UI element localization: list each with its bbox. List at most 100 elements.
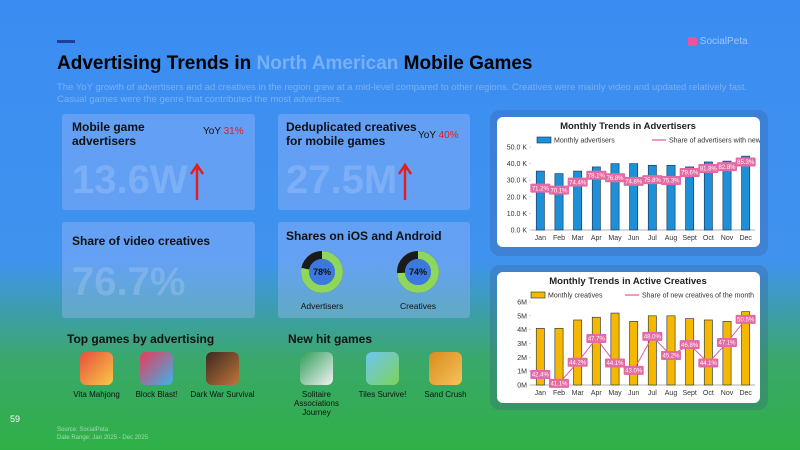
bar: [685, 166, 695, 231]
title-text: Mobile Games: [403, 53, 533, 74]
bar: [685, 318, 695, 386]
x-tick-label: May: [608, 390, 622, 397]
x-tick-label: Sept: [682, 390, 696, 397]
donut-name: Advertisers: [301, 301, 344, 311]
x-tick-label: Oct: [703, 235, 714, 242]
yoy-value: 31%: [223, 126, 244, 137]
yoy-label: YoY: [418, 130, 436, 141]
data-label: 44.1%: [700, 361, 718, 367]
bar: [535, 327, 545, 386]
bar: [573, 319, 583, 386]
x-tick-label: Mar: [572, 390, 585, 397]
bar: [647, 164, 657, 231]
bar: [722, 160, 732, 231]
data-label-bg: [642, 331, 663, 341]
data-label-bg: [586, 333, 607, 343]
bar: [573, 170, 583, 231]
bar: [591, 166, 601, 231]
accent: [57, 40, 75, 43]
y-tick-label: 20.0 K: [507, 194, 528, 201]
bar: [554, 173, 564, 231]
donut-arc: [397, 251, 439, 293]
chart: Monthly Trends in Advertisers 0.0 K 10.0 K…: [507, 121, 792, 242]
card-title: Share of video creatives: [72, 234, 211, 248]
data-label-bg: [679, 340, 700, 350]
game-name: Sand Crush: [424, 390, 467, 399]
logo-icon: [688, 36, 697, 46]
up-arrow: [398, 162, 412, 200]
data-label-bg: [698, 358, 719, 368]
card-value: 13.6W: [72, 158, 188, 202]
legend-swatch: [536, 136, 552, 144]
y-tick-label: 50.0 K: [507, 145, 528, 152]
legend-label: Monthly creatives: [548, 293, 603, 300]
data-label-bg: [698, 163, 719, 173]
data-label: 82.8%: [718, 165, 736, 171]
page-number: 59: [10, 414, 21, 424]
x-tick-label: Nov: [721, 390, 734, 397]
game-name: Block Blast!: [135, 390, 178, 399]
card: Shares on iOS and Android 78% Advertisers…: [278, 222, 470, 318]
x-tick-label: Dec: [739, 235, 752, 242]
bar: [591, 316, 601, 386]
y-tick-label: 6M: [517, 300, 527, 307]
data-label: 47.1%: [718, 341, 736, 347]
data-label-bg: [623, 365, 644, 375]
title: Advertising Trends in North American Mob…: [57, 53, 532, 75]
legend-label: Share of advertisers with new creatives: [669, 138, 760, 145]
game-icon: [206, 352, 239, 385]
donut-center: [405, 259, 431, 285]
x-tick-label: Jul: [648, 235, 657, 242]
bar: [722, 321, 732, 386]
bar: [535, 170, 545, 231]
y-tick-label: 0M: [517, 383, 527, 390]
y-tick-label: 30.0 K: [507, 178, 528, 185]
bar: [629, 163, 639, 231]
data-label-bg: [623, 176, 644, 186]
data-label: 44.1%: [606, 361, 624, 367]
yoy: YoY 40%: [418, 130, 459, 141]
x-tick-label: Jan: [535, 235, 546, 242]
chart-box: Monthly Trends in Active Creatives 0M 1M 2M…: [497, 272, 760, 403]
bar: [666, 164, 676, 231]
data-label: 42.4%: [532, 373, 550, 379]
data-label-bg: [605, 173, 625, 183]
data-label: 47.7%: [588, 337, 606, 343]
x-tick-label: Jun: [628, 235, 639, 242]
data-label: 74.4%: [569, 180, 587, 186]
data-label: 48.0%: [644, 335, 662, 341]
bar: [703, 161, 713, 231]
data-label: 44.2%: [569, 360, 587, 366]
data-label: 79.6%: [681, 171, 699, 177]
game-name: Vita Mahjong: [73, 390, 120, 399]
y-tick-label: 5M: [517, 313, 527, 320]
data-label: 76.8%: [606, 176, 624, 182]
x-tick-label: Nov: [721, 235, 734, 242]
data-label-bg: [549, 378, 569, 388]
data-label-bg: [586, 170, 607, 180]
title-highlight: North American: [256, 53, 399, 74]
bar: [647, 315, 657, 386]
donut-label: 78%: [313, 267, 331, 277]
data-label: 75.3%: [662, 179, 680, 185]
donut-center: [309, 259, 335, 285]
section-title: Top games by advertising: [67, 332, 215, 346]
x-tick-label: Aug: [665, 235, 678, 242]
x-tick-label: Mar: [572, 235, 585, 242]
yoy-label: YoY: [203, 126, 221, 137]
data-label: 75.8%: [644, 178, 662, 184]
source: Source: SocialPeta: [57, 427, 109, 433]
game-name: Dark War Survival: [190, 390, 255, 399]
date-range: Date Range: Jan 2025 - Dec 2025: [57, 435, 149, 441]
chart-box: Monthly Trends in Advertisers 0.0 K 10.0 K…: [497, 117, 792, 247]
x-tick-label: Aug: [665, 390, 678, 397]
data-label: 70.1%: [550, 188, 568, 194]
x-tick-label: Feb: [553, 390, 565, 397]
chart-title: Monthly Trends in Advertisers: [560, 121, 696, 132]
data-label: 74.8%: [625, 180, 643, 186]
yoy: YoY 31%: [203, 126, 244, 137]
bar: [554, 327, 564, 386]
data-label: 45.2%: [662, 354, 680, 360]
data-label: 71.2%: [532, 186, 550, 192]
